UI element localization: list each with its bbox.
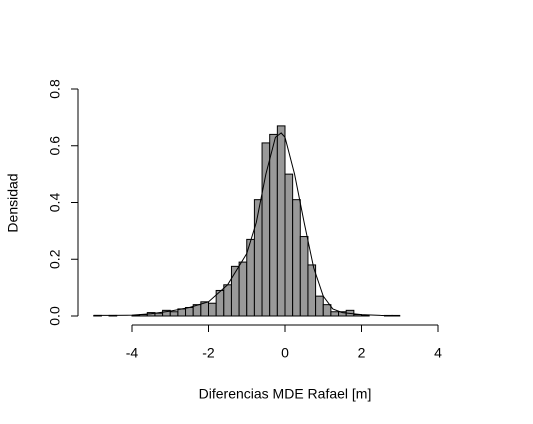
bar xyxy=(253,199,263,317)
bar xyxy=(361,314,370,317)
bar xyxy=(315,295,324,317)
bar xyxy=(299,236,309,317)
y-tick-label: 0.4 xyxy=(47,193,63,213)
bar xyxy=(154,312,164,317)
bar xyxy=(230,265,240,317)
y-axis-label: Densidad xyxy=(5,173,21,232)
bar xyxy=(276,125,286,317)
y-tick-label: 0.0 xyxy=(47,306,63,326)
bar xyxy=(330,311,340,317)
y-tick-label: 0.8 xyxy=(47,79,63,99)
bar xyxy=(322,304,332,317)
x-tick-label: -4 xyxy=(126,345,139,361)
bar xyxy=(269,133,278,317)
bar xyxy=(307,264,317,317)
density-line xyxy=(93,132,400,317)
bar xyxy=(169,311,179,317)
x-axis-label: Diferencias MDE Rafael [m] xyxy=(199,386,372,402)
x-tick-label: 4 xyxy=(434,345,442,361)
bar xyxy=(208,302,217,317)
bar xyxy=(223,284,232,317)
x-tick-label: 2 xyxy=(358,345,366,361)
bar xyxy=(292,199,301,317)
bar xyxy=(185,306,194,317)
bar xyxy=(261,142,271,317)
x-tick-label: -2 xyxy=(202,345,215,361)
bar xyxy=(284,173,294,317)
y-tick-label: 0.2 xyxy=(47,249,63,269)
y-tick-label: 0.6 xyxy=(47,136,63,156)
x-tick-label: 0 xyxy=(281,345,289,361)
bar xyxy=(238,261,248,317)
